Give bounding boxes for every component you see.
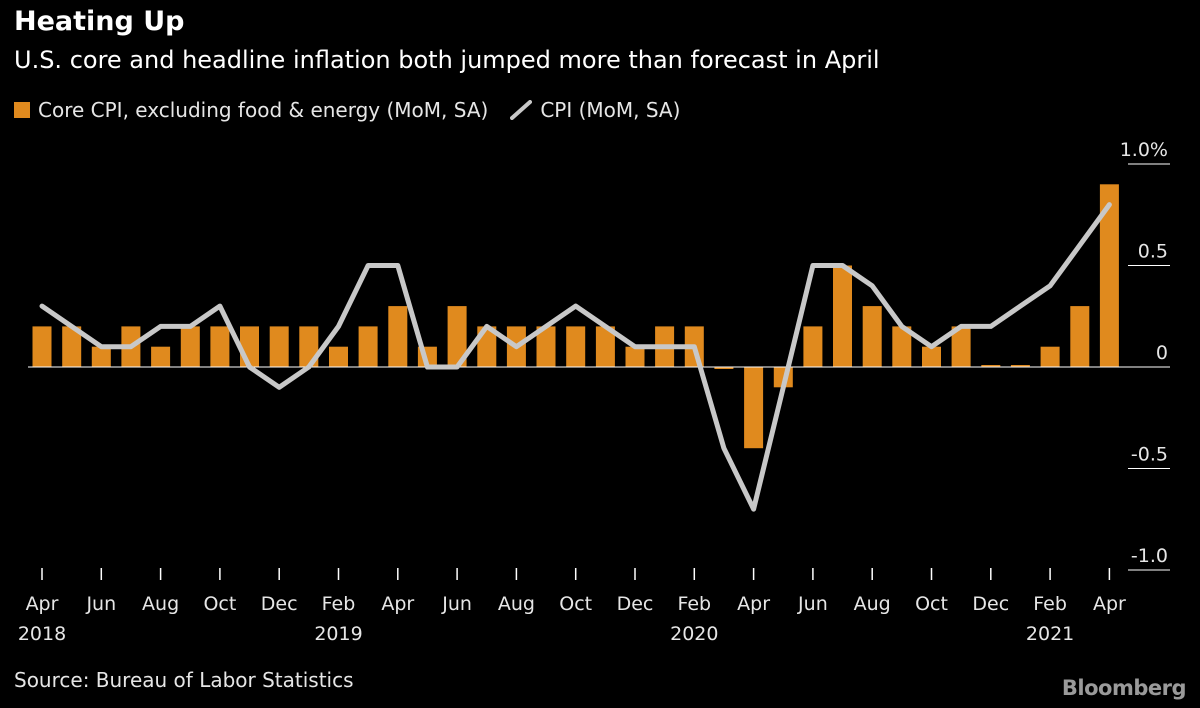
x-year-label: 2019	[314, 623, 362, 645]
core-bar	[595, 326, 615, 367]
core-bar	[951, 326, 971, 367]
cpi-series-line	[39, 202, 1112, 512]
chart-legend: Core CPI, excluding food & energy (MoM, …	[14, 98, 680, 122]
x-tick-label: Feb	[322, 593, 356, 615]
source-note: Source: Bureau of Labor Statistics	[14, 668, 354, 692]
x-tick-label: Dec	[972, 593, 1009, 615]
bloomberg-logo: Bloomberg	[1061, 676, 1187, 700]
core-bar	[744, 367, 764, 449]
x-tick-label: Apr	[737, 593, 770, 615]
core-bar	[862, 306, 882, 367]
core-bar	[358, 326, 378, 367]
x-tick-label: Apr	[381, 593, 414, 615]
core-bar	[833, 265, 852, 367]
x-tick-label: Jun	[441, 593, 472, 615]
x-tick-label: Apr	[26, 593, 59, 615]
x-tick-label: Aug	[854, 593, 891, 615]
x-tick-label: Oct	[559, 593, 592, 615]
x-tick-label: Aug	[142, 593, 179, 615]
chart-title: Heating Up	[14, 6, 185, 37]
core-bars	[32, 184, 1119, 449]
x-tick-label: Dec	[261, 593, 298, 615]
x-tick-label: Oct	[915, 593, 948, 615]
x-tick-label: Aug	[498, 593, 535, 615]
core-bar	[32, 326, 52, 367]
core-bar	[62, 326, 82, 367]
core-bar	[803, 326, 823, 367]
core-bar	[269, 326, 289, 367]
x-tick-label: Feb	[1033, 593, 1067, 615]
core-bar	[210, 326, 230, 367]
x-tick-label: Jun	[85, 593, 116, 615]
x-year-label: 2021	[1026, 623, 1074, 645]
core-bar	[1040, 346, 1060, 367]
y-tick-label: -1.0	[1131, 545, 1168, 567]
x-tick-label: Dec	[617, 593, 654, 615]
legend-cpi-swatch	[510, 100, 533, 120]
y-tick-label: 0.5	[1138, 241, 1168, 263]
y-tick-label: 1.0%	[1120, 139, 1168, 161]
core-bar	[447, 306, 467, 367]
core-bar	[151, 346, 171, 367]
y-tick-label: 0	[1156, 342, 1168, 364]
core-bar	[922, 346, 941, 367]
legend-core-swatch	[14, 102, 30, 118]
x-tick-label: Jun	[797, 593, 828, 615]
x-tick-label: Oct	[203, 593, 236, 615]
x-axis: Apr 2018 Jun Aug Oct Dec Feb 2019 Apr Jun Aug Oct De…	[18, 568, 1126, 645]
legend-cpi-label: CPI (MoM, SA)	[540, 98, 681, 122]
core-bar	[536, 326, 556, 367]
x-year-label: 2018	[18, 623, 66, 645]
core-bar	[388, 306, 408, 367]
core-bar	[625, 346, 645, 367]
core-bar	[1070, 306, 1090, 367]
core-bar	[180, 326, 200, 367]
y-axis: 1.0% 0.5 0 -0.5 -1.0	[1120, 139, 1170, 571]
chart-subtitle: U.S. core and headline inflation both ju…	[14, 46, 880, 74]
core-bar	[892, 326, 912, 367]
core-bar	[714, 367, 734, 369]
y-tick-label: -0.5	[1131, 444, 1168, 466]
x-year-label: 2020	[670, 623, 718, 645]
core-bar	[91, 346, 111, 367]
x-tick-label: Feb	[677, 593, 711, 615]
core-bar	[566, 326, 586, 367]
x-tick-label: Apr	[1093, 593, 1126, 615]
core-bar	[329, 346, 348, 367]
core-bar	[981, 365, 1001, 367]
core-bar	[1010, 365, 1030, 367]
legend-core-label: Core CPI, excluding food & energy (MoM, …	[38, 98, 489, 122]
core-bar	[240, 326, 259, 367]
core-bar	[1099, 184, 1119, 367]
